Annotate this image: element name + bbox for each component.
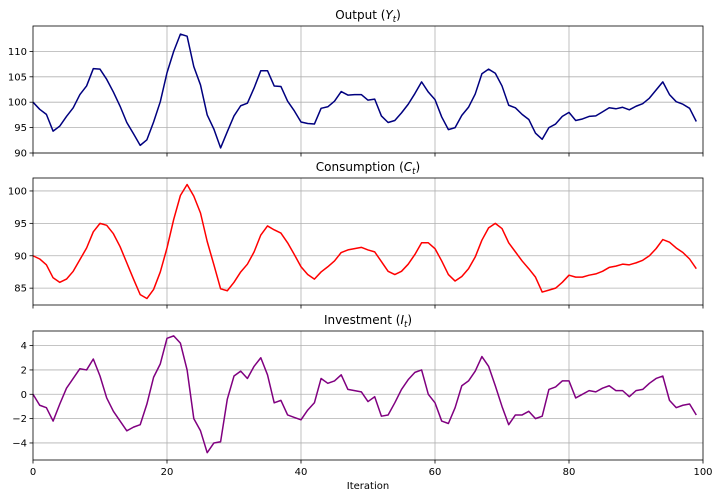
investment-xtick-label: 60: [429, 467, 442, 478]
investment-title: Investment (It): [324, 313, 412, 330]
consumption-ytick-label: 95: [14, 219, 27, 230]
output-series-line: [32, 33, 697, 149]
investment-ytick-label: −4: [12, 438, 27, 449]
investment-ytick-label: 4: [21, 341, 27, 352]
investment-xtick-label: 40: [295, 467, 308, 478]
consumption-ytick-label: 100: [8, 186, 27, 197]
consumption-series-line: [32, 183, 697, 300]
investment-ytick-label: 2: [21, 365, 27, 376]
output-ytick-label: 105: [8, 72, 27, 83]
output-axes-frame: [32, 25, 704, 154]
output-ytick-label: 100: [8, 98, 27, 109]
output-ytick-label: 90: [14, 149, 27, 160]
investment-xtick-label: 80: [563, 467, 576, 478]
consumption-ytick-label: 85: [14, 284, 27, 295]
output-panel: 90 95 100 105 110 Output (Yt): [8, 8, 704, 160]
consumption-axes-frame: [32, 177, 704, 306]
investment-xtick-label: 100: [693, 467, 712, 478]
consumption-title: Consumption (Ct): [316, 160, 420, 177]
investment-ytick-label: 0: [21, 390, 27, 401]
output-title: Output (Yt): [335, 8, 401, 25]
investment-xtick-label: 0: [30, 467, 36, 478]
investment-series-line: [32, 335, 697, 454]
investment-axes-frame: [32, 330, 704, 461]
output-ytick-label: 95: [14, 123, 27, 134]
investment-xtick-label: 20: [161, 467, 174, 478]
investment-ytick-label: −2: [12, 414, 27, 425]
consumption-panel: 85 90 95 100 Consumption (Ct): [8, 160, 704, 309]
x-axis-label: Iteration: [347, 481, 389, 492]
consumption-ytick-label: 90: [14, 251, 27, 262]
output-ytick-label: 110: [8, 47, 27, 58]
